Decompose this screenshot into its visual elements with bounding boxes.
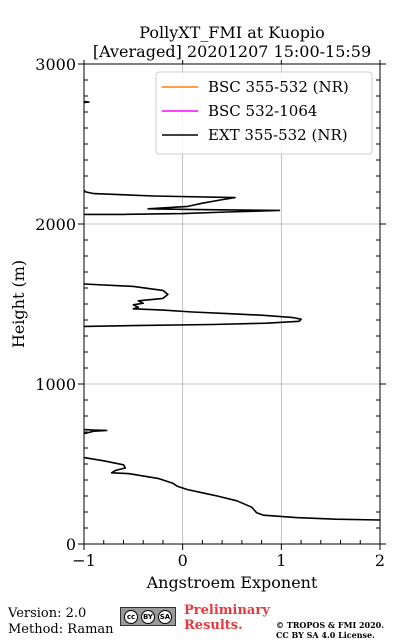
footer-info: Version: 2.0 Method: Raman xyxy=(8,606,114,638)
series-line-segment xyxy=(83,100,90,104)
chart-subtitle: [Averaged] 20201207 15:00-15:59 xyxy=(93,42,371,61)
chart-title: PollyXT_FMI at Kuopio xyxy=(139,23,325,42)
series-line-segment xyxy=(83,456,381,521)
legend-label: EXT 355-532 (NR) xyxy=(208,126,348,144)
series-line-segment xyxy=(83,189,281,216)
x-tick-label: −1 xyxy=(72,551,96,570)
preliminary-line-2: Results. xyxy=(184,618,243,633)
copyright-line-2: CC BY SA 4.0 License. xyxy=(276,630,375,640)
angstroem-profile-chart: PollyXT_FMI at Kuopio [Averaged] 2020120… xyxy=(9,23,386,592)
preliminary-results-label: Preliminary Results. xyxy=(184,603,270,633)
copyright-line-1: © TROPOS & FMI 2020. xyxy=(276,620,385,630)
y-tick-label: 1000 xyxy=(35,375,76,394)
cc-icon: cc xyxy=(124,609,138,624)
series-line-segment xyxy=(83,283,302,328)
copyright-notice: © TROPOS & FMI 2020. CC BY SA 4.0 Licens… xyxy=(276,620,384,640)
cc-license-badge: cc BY SA xyxy=(120,607,176,626)
x-tick-label: 0 xyxy=(178,551,188,570)
series-line-segment xyxy=(83,428,108,435)
x-axis-label: Angstroem Exponent xyxy=(146,573,318,592)
plot-frame xyxy=(83,63,381,545)
x-tick-label: 1 xyxy=(276,551,286,570)
preliminary-line-1: Preliminary xyxy=(184,603,270,618)
y-axis-label: Height (m) xyxy=(9,260,28,348)
legend-label: BSC 355-532 (NR) xyxy=(208,78,349,96)
version-text: Version: 2.0 xyxy=(8,606,87,621)
sa-icon: SA xyxy=(158,609,172,624)
y-tick-label: 2000 xyxy=(35,215,76,234)
x-tick-label: 2 xyxy=(375,551,385,570)
y-tick-label: 0 xyxy=(66,535,76,554)
legend-box xyxy=(155,71,373,155)
y-tick-label: 3000 xyxy=(35,55,76,74)
legend-label: BSC 532-1064 xyxy=(208,102,317,120)
by-icon: BY xyxy=(141,609,155,624)
method-text: Method: Raman xyxy=(8,622,114,637)
series-lines xyxy=(83,100,381,521)
legend: BSC 355-532 (NR) BSC 532-1064 EXT 355-532 … xyxy=(155,71,373,155)
